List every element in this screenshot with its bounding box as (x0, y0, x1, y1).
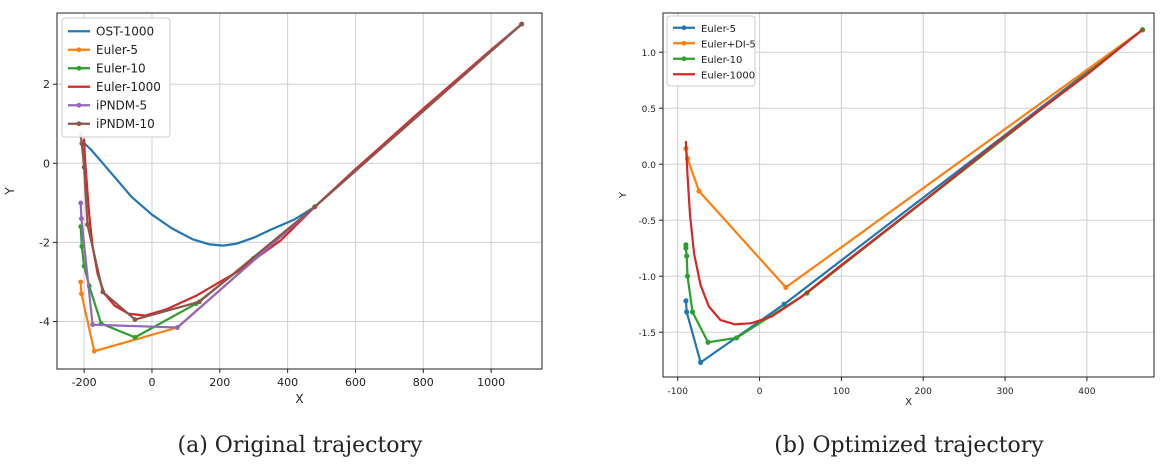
y-tick-label: 0 (43, 157, 50, 170)
data-point (684, 273, 691, 279)
series-ipndm-10 (78, 21, 525, 322)
legend-label: OST-1000 (96, 24, 154, 38)
x-tick-label: -100 (668, 387, 689, 397)
y-tick-label: 1.0 (642, 49, 657, 59)
data-point (81, 164, 87, 170)
x-axis-label: X (295, 392, 303, 406)
x-tick-label: 400 (1078, 387, 1095, 397)
legend-item: iPNDM-10 (68, 117, 155, 131)
data-point (519, 21, 525, 27)
y-tick-label: -2 (39, 236, 50, 249)
legend-label: Euler-1000 (96, 80, 161, 94)
data-point (734, 335, 740, 341)
data-point (684, 309, 690, 315)
legend-label: Euler-5 (96, 43, 138, 57)
data-point (698, 359, 704, 365)
legend-item: Euler-10 (673, 55, 742, 66)
chart-panel-optimized: -100 0 100 200 300 400 -1.5 -1.0 -0.5 0.0 0.5 1.0 X Y… (618, 12, 1155, 458)
series-euler-1000 (684, 28, 1144, 326)
data-point (312, 204, 318, 210)
data-point (79, 244, 85, 249)
y-tick-label: 0.0 (642, 161, 657, 171)
x-tick-label: 600 (345, 376, 366, 389)
legend-label: Euler-10 (96, 61, 146, 75)
figure-caption: (b) Optimized trajectory (774, 433, 1044, 458)
series-line (684, 28, 1144, 326)
plot-frame (662, 12, 1155, 378)
legend-item: Euler+DI-5 (673, 39, 756, 50)
x-tick-label: 400 (277, 376, 298, 389)
data-point (684, 253, 690, 259)
x-axis-label: X (905, 397, 912, 408)
data-point (197, 299, 202, 305)
legend-label: Euler-10 (701, 55, 742, 66)
x-tick-label: 200 (209, 376, 230, 389)
legend-label: Euler-5 (701, 24, 736, 35)
legend: Euler-5 Euler+DI-5 Euler-10 Euler-1000 (666, 15, 756, 87)
data-point (783, 284, 789, 290)
legend-label: iPNDM-5 (96, 98, 147, 112)
data-point (175, 325, 180, 330)
legend-item: Euler-1000 (673, 70, 755, 81)
y-tick-label: -4 (39, 316, 50, 329)
data-point (100, 289, 106, 295)
data-point (696, 188, 702, 194)
y-tick-label: -1.5 (638, 329, 656, 339)
y-tick-label: -0.5 (638, 217, 656, 227)
legend-item: iPNDM-5 (68, 98, 147, 112)
series-line (83, 23, 523, 317)
x-tick-label: 100 (833, 387, 850, 397)
legend: OST-1000 Euler-5 Euler-10 Euler-1000 iPNDM-5… (61, 17, 171, 138)
data-point (78, 279, 84, 285)
legend-item: Euler-5 (673, 24, 736, 35)
chart-panel-original: -200 0 200 400 600 800 1000 -4 -2 0 2 X Y OST-1000 Eul… (3, 12, 543, 458)
data-point (79, 216, 84, 222)
legend-item: Euler-5 (68, 43, 138, 57)
x-tick-label: 800 (413, 376, 434, 389)
data-point (78, 200, 84, 206)
plot-frame (56, 12, 543, 370)
data-point (90, 322, 95, 328)
x-tick-label: 300 (996, 387, 1013, 397)
y-tick-label: 2 (43, 78, 50, 91)
x-tick-label: 200 (915, 387, 932, 397)
x-tick-label: 1000 (477, 376, 505, 389)
data-point (689, 309, 696, 315)
x-tick-label: -200 (72, 376, 97, 389)
legend-item: Euler-1000 (68, 80, 161, 94)
y-axis-label: Y (618, 191, 629, 199)
y-axis-label: Y (3, 187, 17, 196)
figure-caption: (a) Original trajectory (178, 433, 424, 458)
data-point (683, 298, 689, 304)
legend-item: Euler-10 (68, 61, 146, 75)
legend-label: Euler-1000 (701, 70, 755, 81)
y-tick-label: 0.5 (642, 105, 656, 115)
data-point (132, 317, 138, 322)
legend-item: OST-1000 (68, 24, 154, 38)
legend-label: iPNDM-10 (96, 117, 155, 131)
data-point (683, 245, 689, 251)
legend-label: Euler+DI-5 (701, 39, 756, 50)
data-point (85, 222, 90, 228)
x-tick-label: 0 (148, 376, 155, 389)
data-point (132, 335, 138, 340)
x-tick-label: 0 (757, 387, 763, 397)
series-euler-1000 (83, 23, 523, 317)
data-point (79, 141, 85, 146)
y-tick-label: -1.0 (638, 273, 656, 283)
data-point (79, 291, 84, 297)
data-point (705, 339, 711, 345)
data-point (91, 348, 97, 354)
